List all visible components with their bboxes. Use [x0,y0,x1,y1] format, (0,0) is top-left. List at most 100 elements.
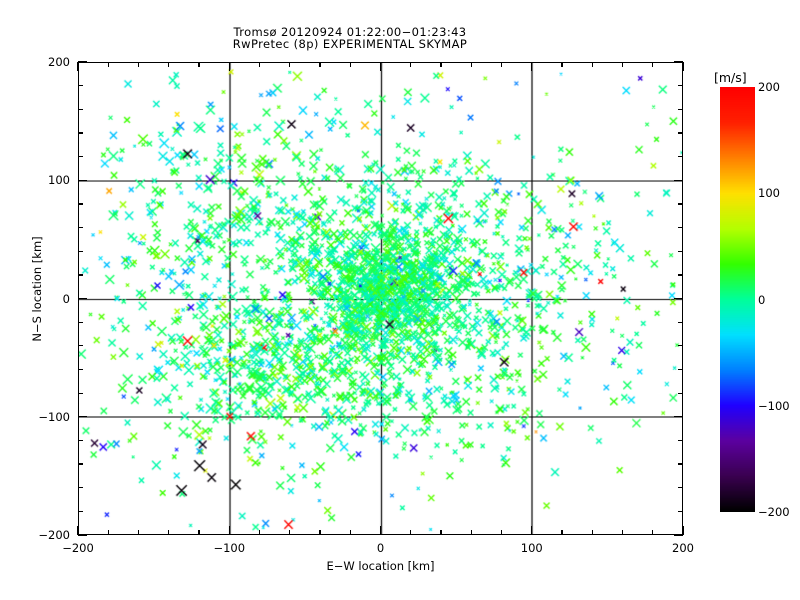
x-tick-top [258,62,261,67]
x-tick-top [77,62,79,71]
x-tick-top [319,62,321,67]
y-tick-right [678,226,683,229]
x-tick-bottom [591,530,593,535]
y-tick-left [78,274,83,276]
x-tick-top [289,62,291,67]
y-tick-right [674,179,683,181]
x-tick-bottom [621,530,624,535]
y-tick-left [78,108,83,110]
y-tick-right [674,534,683,536]
x-tick-bottom [168,530,170,535]
y-tick-label: 200 [48,55,70,69]
scatter-canvas [79,63,682,534]
y-tick-left [78,487,83,489]
y-tick-left [78,416,87,418]
x-tick-bottom [77,526,79,535]
x-tick-bottom [198,530,200,535]
x-tick-label: −100 [213,541,246,555]
x-tick-top [410,62,412,67]
x-tick-bottom [682,526,684,535]
y-tick-left [78,534,87,536]
y-tick-left [78,132,83,134]
x-tick-label: −200 [62,541,94,555]
y-tick-left [78,297,87,300]
x-tick-top [107,62,109,67]
y-tick-right [674,416,683,418]
plot-area[interactable] [78,62,683,535]
x-tick-label: 0 [376,541,385,555]
y-tick-left [78,61,87,63]
x-tick-bottom [319,530,321,535]
y-tick-left [78,179,87,181]
x-tick-top [440,62,442,67]
y-tick-right [678,203,683,205]
x-tick-top [379,62,382,71]
y-tick-left [78,203,83,205]
x-tick-bottom [531,526,533,535]
y-tick-right [678,156,683,158]
y-tick-left [78,85,83,87]
y-tick-right [678,345,683,347]
x-tick-top [591,62,593,67]
x-tick-top [531,62,533,71]
y-tick-label: −100 [38,409,70,424]
y-tick-left [78,463,83,465]
x-tick-bottom [410,530,412,535]
y-tick-right [678,108,683,110]
y-tick-left [78,250,83,252]
y-tick-left [78,345,83,347]
x-tick-top [621,62,624,67]
x-tick-label: 100 [520,541,543,555]
y-tick-right [674,61,683,63]
colorbar-tick-label: 200 [758,80,780,94]
y-tick-label: 0 [62,291,70,306]
x-tick-bottom [500,530,503,535]
x-axis-title: E−W location [km] [326,559,435,573]
y-axis-title: N−S location [km] [30,236,44,342]
x-tick-bottom [379,526,382,535]
y-tick-right [678,321,683,323]
y-tick-right [678,510,683,513]
x-tick-top [561,62,563,67]
y-tick-left [78,392,83,394]
x-tick-top [682,62,684,71]
x-tick-bottom [289,530,291,535]
y-tick-right [678,439,683,442]
y-tick-left [78,321,83,323]
chart-title-line-1: Tromsø 20120924 01:22:00−01:23:43 [233,25,467,39]
y-tick-left [78,510,83,513]
colorbar[interactable] [720,87,755,512]
y-tick-left [78,156,83,158]
colorbar-tick-label: 100 [758,186,780,201]
y-tick-right [678,487,683,489]
y-tick-left [78,439,83,442]
x-tick-bottom [470,530,472,535]
x-tick-top [470,62,472,67]
x-tick-top [652,62,654,67]
y-tick-label: 100 [48,173,70,188]
y-tick-right [678,85,683,87]
y-tick-right [678,274,683,276]
x-tick-bottom [107,530,109,535]
x-tick-bottom [228,526,230,535]
colorbar-gradient [720,87,755,512]
x-tick-top [137,62,140,67]
x-tick-top [228,62,230,71]
x-tick-bottom [561,530,563,535]
x-tick-label: 200 [672,541,694,555]
y-tick-right [678,132,683,134]
x-tick-bottom [258,530,261,535]
chart-title-line-2: RwPretec (8p) EXPERIMENTAL SKYMAP [232,37,468,51]
y-tick-right [678,368,683,371]
x-tick-top [168,62,170,67]
y-tick-right [678,250,683,252]
colorbar-tick-label: −200 [758,505,790,519]
colorbar-tick-label: −100 [758,398,790,413]
x-tick-bottom [440,530,442,535]
x-tick-bottom [652,530,654,535]
chart-title: Tromsø 20120924 01:22:00−01:23:43 RwPret… [0,26,700,50]
x-tick-top [198,62,200,67]
x-tick-bottom [349,530,351,535]
colorbar-tick-label: 0 [758,292,766,307]
y-tick-left [78,226,83,229]
